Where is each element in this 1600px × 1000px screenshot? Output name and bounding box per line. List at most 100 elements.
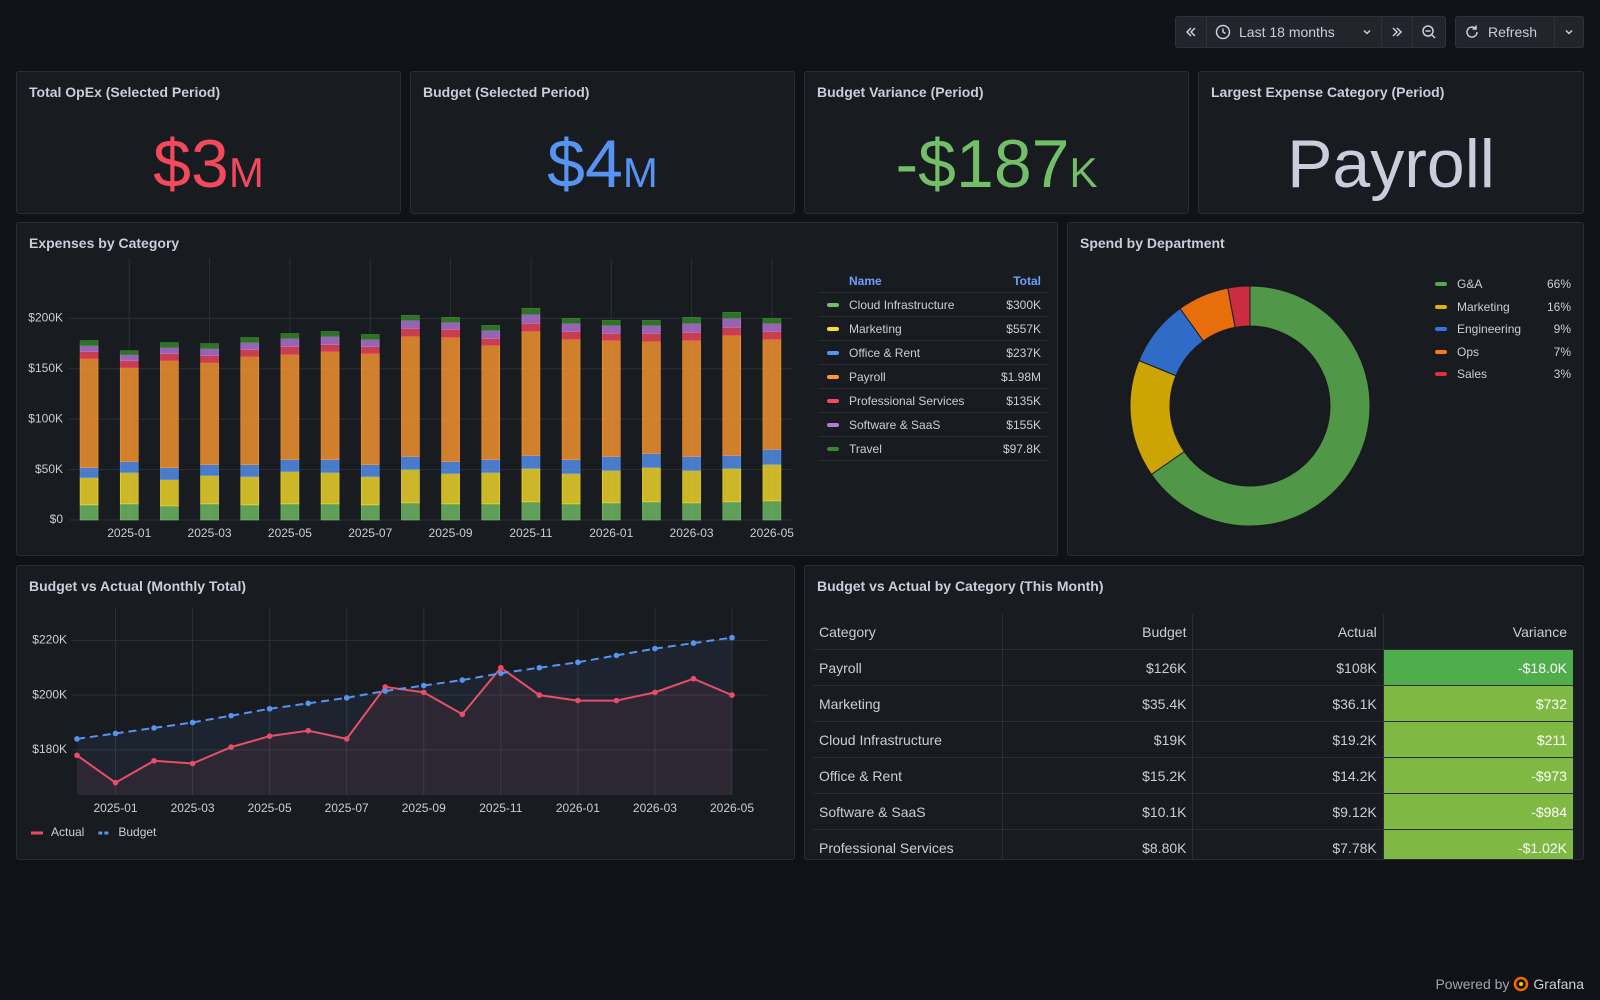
- table-cell: $7.78K: [1192, 829, 1384, 859]
- x-tick-label: 2026-01: [556, 801, 600, 815]
- table-row: Marketing $35.4K $36.1K $732: [813, 685, 1573, 722]
- bar-segment: [280, 459, 300, 472]
- bar-segment: [441, 322, 460, 330]
- legend-header-total: Total: [1013, 273, 1041, 288]
- bar-segment: [682, 340, 701, 457]
- bar-segment: [401, 469, 420, 504]
- bar-segment: [79, 467, 99, 478]
- bar-segment: [762, 449, 782, 465]
- legend-row[interactable]: Payroll $1.98M: [819, 365, 1049, 389]
- bar-segment: [160, 360, 179, 468]
- bar-segment: [360, 476, 380, 506]
- area-fill: [77, 637, 732, 795]
- legend-row[interactable]: Cloud Infrastructure $300K: [819, 293, 1049, 317]
- panel-title: Expenses by Category: [29, 235, 180, 251]
- point: [228, 712, 234, 719]
- legend-row[interactable]: Marketing $557K: [819, 317, 1049, 341]
- bar-segment: [561, 331, 581, 340]
- time-range: Last 18 months: [1239, 24, 1335, 40]
- bar-segment: [240, 342, 260, 350]
- point: [575, 659, 581, 666]
- table-row: Payroll $126K $108K -$18.0K: [813, 649, 1573, 686]
- legend-row[interactable]: Software & SaaS $155K: [819, 413, 1049, 437]
- legend-value: 7%: [1553, 344, 1571, 359]
- point: [151, 725, 157, 731]
- zoom-out-button[interactable]: [1413, 17, 1445, 47]
- bar-segment: [280, 346, 300, 355]
- point: [729, 634, 735, 641]
- column-header[interactable]: Variance: [1512, 623, 1567, 640]
- bar-segment: [682, 332, 701, 341]
- table-cell: -$1.02K: [1383, 829, 1573, 859]
- point: [74, 736, 80, 742]
- legend-row[interactable]: Sales 3%: [1435, 363, 1575, 386]
- legend-row[interactable]: G&A 66%: [1435, 273, 1575, 296]
- bar-segment: [722, 468, 742, 503]
- shift-forward-button[interactable]: [1382, 17, 1413, 47]
- x-tick-label: 2025-03: [188, 526, 232, 540]
- legend: G&A 66% Marketing 16% Engineering 9% Ops 7% Sale…: [1435, 273, 1575, 386]
- bar-segment: [320, 344, 340, 352]
- bar-segment: [481, 472, 501, 505]
- legend-total: $155K: [1006, 417, 1041, 432]
- stat-unit: K: [1069, 149, 1098, 196]
- bar-segment: [521, 468, 541, 503]
- legend-row[interactable]: Office & Rent $237K: [819, 341, 1049, 365]
- legend-total: $97.8K: [1002, 441, 1041, 456]
- stat-panel: Budget Variance (Period) -$187K: [804, 71, 1189, 214]
- point: [652, 689, 658, 696]
- bar-segment: [601, 325, 621, 334]
- legend-row[interactable]: Travel $97.8K: [819, 437, 1049, 461]
- clock-icon: [1215, 24, 1231, 40]
- bar-segment: [119, 354, 139, 361]
- bar-segment: [441, 329, 460, 338]
- legend-swatch: [827, 422, 839, 427]
- bar-segment: [200, 348, 219, 356]
- panel-title: Budget vs Actual (Monthly Total): [29, 578, 246, 594]
- legend-value: 16%: [1546, 299, 1571, 314]
- point: [382, 688, 389, 694]
- brand: Grafana: [1533, 976, 1584, 992]
- x-tick-label: 2025-11: [509, 526, 552, 540]
- spacer: [827, 279, 839, 283]
- column-header[interactable]: Budget: [1002, 614, 1194, 650]
- bar-segment: [160, 347, 179, 354]
- column-header[interactable]: Actual: [1192, 614, 1384, 650]
- point: [343, 736, 350, 742]
- bar-segment: [642, 467, 661, 503]
- point: [151, 757, 157, 764]
- stat-unit: M: [228, 149, 264, 196]
- legend-value: 66%: [1546, 277, 1571, 292]
- legend-table: Name Total Cloud Infrastructure $300K Market…: [819, 269, 1049, 461]
- bar-segment: [360, 339, 380, 347]
- bar-segment: [79, 351, 99, 359]
- bar-segment: [762, 339, 782, 450]
- x-tick-label: 2026-03: [670, 526, 714, 540]
- legend-swatch: [1435, 304, 1447, 309]
- refresh-interval-button[interactable]: [1555, 17, 1583, 47]
- shift-back-button[interactable]: [1176, 17, 1207, 47]
- bar-segment: [200, 464, 219, 476]
- time-picker[interactable]: Last 18 months: [1207, 17, 1382, 47]
- point: [498, 664, 504, 671]
- legend-name: Software & SaaS: [849, 417, 941, 432]
- legend-row[interactable]: Ops 7%: [1435, 341, 1575, 364]
- bar-segment: [200, 355, 219, 364]
- bar-segment: [441, 473, 460, 505]
- column-header[interactable]: Category: [813, 614, 1004, 650]
- legend-row[interactable]: Professional Services $135K: [819, 389, 1049, 413]
- point: [74, 752, 80, 759]
- legend-header: Name Total: [819, 269, 1049, 293]
- legend-value: 3%: [1553, 367, 1571, 382]
- table-panel: Budget vs Actual by Category (This Month…: [804, 565, 1584, 860]
- bar-segment: [642, 325, 661, 334]
- legend-row[interactable]: Marketing 16%: [1435, 296, 1575, 319]
- table-cell: Office & Rent: [813, 757, 1004, 794]
- bar-segment: [200, 475, 219, 505]
- legend-swatch: [1435, 372, 1447, 377]
- point: [189, 760, 196, 767]
- stat-number: $4: [547, 126, 623, 202]
- refresh-button[interactable]: Refresh: [1456, 17, 1555, 47]
- legend-row[interactable]: Engineering 9%: [1435, 318, 1575, 341]
- point: [613, 652, 620, 659]
